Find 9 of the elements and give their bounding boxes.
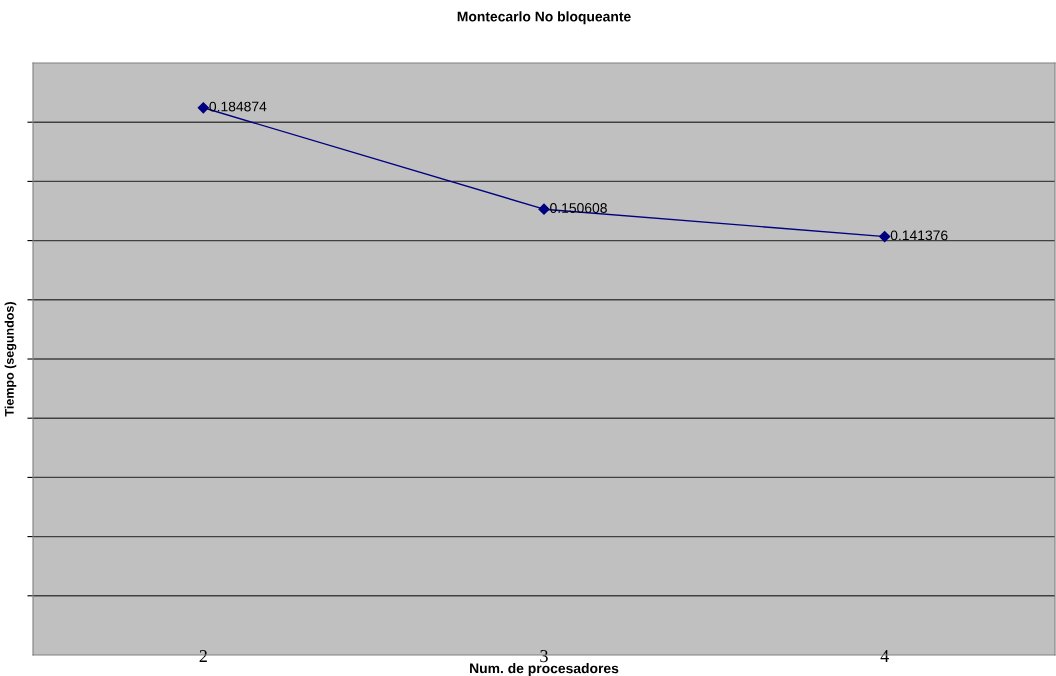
x-tick-label: 4 — [880, 650, 889, 662]
data-label: 0.150608 — [550, 203, 607, 213]
x-tick-label: 2 — [199, 650, 207, 662]
x-axis-title: Num. de procesadores — [470, 663, 619, 676]
chart-title: Montecarlo No bloqueante — [457, 11, 631, 25]
x-tick-label: 3 — [540, 650, 548, 663]
data-label: 0.141376 — [890, 230, 948, 241]
data-label: 0.184874 — [209, 101, 267, 112]
y-axis-title: Tiempo (segundos) — [4, 302, 17, 417]
